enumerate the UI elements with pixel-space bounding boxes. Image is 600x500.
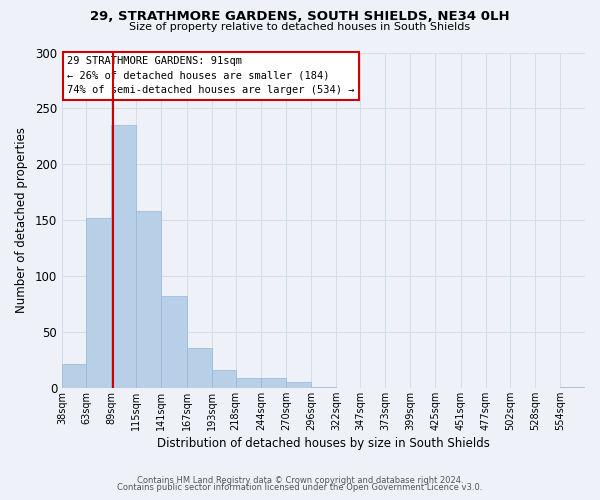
Bar <box>86 218 111 388</box>
X-axis label: Distribution of detached houses by size in South Shields: Distribution of detached houses by size … <box>157 437 490 450</box>
Text: 29, STRATHMORE GARDENS, SOUTH SHIELDS, NE34 0LH: 29, STRATHMORE GARDENS, SOUTH SHIELDS, N… <box>90 10 510 23</box>
Bar <box>286 382 311 388</box>
Text: Contains public sector information licensed under the Open Government Licence v3: Contains public sector information licen… <box>118 484 482 492</box>
Y-axis label: Number of detached properties: Number of detached properties <box>15 127 28 313</box>
Bar <box>111 125 136 388</box>
Bar <box>261 378 286 388</box>
Bar <box>311 387 336 388</box>
Bar <box>236 378 261 388</box>
Bar <box>560 387 585 388</box>
Bar <box>187 348 212 388</box>
Bar <box>62 364 86 388</box>
Bar <box>161 296 187 388</box>
Text: Size of property relative to detached houses in South Shields: Size of property relative to detached ho… <box>130 22 470 32</box>
Text: 29 STRATHMORE GARDENS: 91sqm
← 26% of detached houses are smaller (184)
74% of s: 29 STRATHMORE GARDENS: 91sqm ← 26% of de… <box>67 56 355 96</box>
Bar <box>212 370 236 388</box>
Text: Contains HM Land Registry data © Crown copyright and database right 2024.: Contains HM Land Registry data © Crown c… <box>137 476 463 485</box>
Bar <box>136 212 161 388</box>
